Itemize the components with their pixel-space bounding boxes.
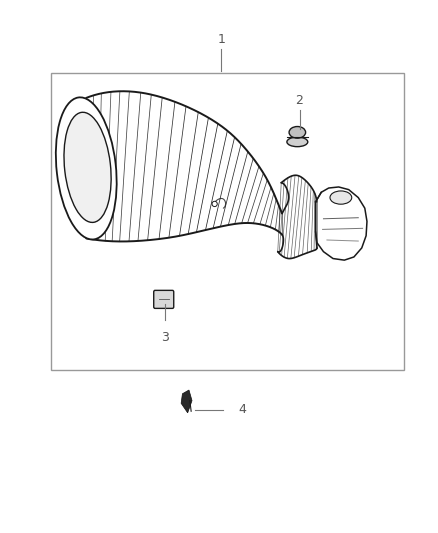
Text: 2: 2 (296, 94, 304, 108)
Ellipse shape (56, 98, 117, 239)
Ellipse shape (330, 191, 352, 204)
Text: 1: 1 (217, 34, 225, 46)
Text: 4: 4 (239, 403, 247, 416)
Ellipse shape (212, 201, 217, 207)
Ellipse shape (289, 126, 306, 138)
Ellipse shape (287, 137, 308, 147)
Polygon shape (181, 390, 192, 413)
Ellipse shape (64, 112, 111, 222)
Bar (51, 73, 404, 370)
Polygon shape (145, 123, 239, 219)
FancyBboxPatch shape (154, 290, 174, 309)
Text: 3: 3 (161, 331, 169, 344)
